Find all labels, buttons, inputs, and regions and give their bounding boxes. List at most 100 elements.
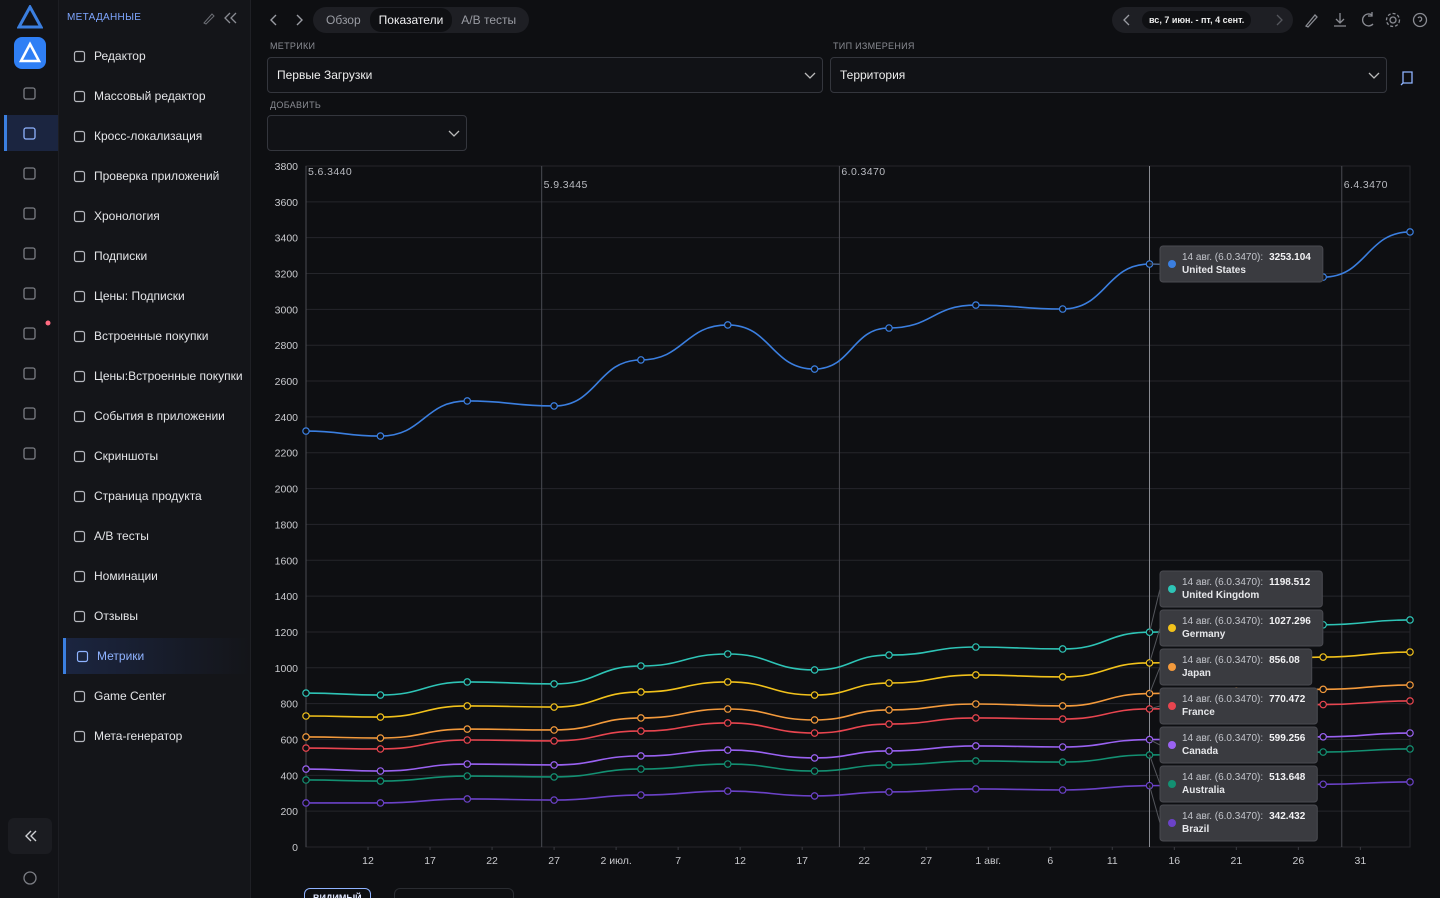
notification-dot bbox=[45, 320, 51, 326]
x-tick-label: 22 bbox=[858, 855, 870, 867]
sidebar-item[interactable]: Кросс-локализация bbox=[63, 118, 249, 154]
data-point bbox=[302, 776, 310, 784]
sidebar-item-label: A/B тесты bbox=[94, 529, 149, 543]
sidebar-item[interactable]: Проверка приложений bbox=[63, 158, 249, 194]
data-point bbox=[1319, 273, 1327, 281]
tooltip-connector bbox=[1149, 739, 1161, 746]
app-icon[interactable] bbox=[14, 37, 46, 69]
data-point bbox=[376, 432, 385, 440]
item-icon-shape bbox=[73, 410, 86, 422]
sidebar-item[interactable]: Цены: Подписки bbox=[63, 278, 249, 314]
data-point bbox=[302, 427, 310, 435]
user-icon bbox=[23, 871, 37, 885]
rail-icon bbox=[23, 247, 36, 260]
tab[interactable]: Обзор bbox=[326, 13, 361, 27]
date-range[interactable]: вс, 7 июн. - пт, 4 сент. bbox=[1112, 7, 1293, 33]
data-point bbox=[1145, 751, 1154, 759]
tooltip-date: 14 авг. (6.0.3470): bbox=[1182, 694, 1263, 705]
item-icon-shape bbox=[73, 210, 86, 222]
sidebar-item[interactable]: Скриншоты bbox=[63, 438, 249, 474]
sidebar-item[interactable]: A/B тесты bbox=[63, 518, 249, 554]
y-tick-label: 2600 bbox=[275, 376, 299, 388]
collapse-bg bbox=[8, 818, 52, 854]
sidebar-item[interactable]: Цены:Встроенные покупки bbox=[63, 358, 249, 394]
sidebar-item-label: Встроенные покупки bbox=[94, 329, 209, 343]
data-point bbox=[1058, 743, 1067, 751]
tab[interactable]: Показатели bbox=[369, 8, 453, 32]
y-tick-label: 1000 bbox=[275, 663, 299, 675]
tooltip bbox=[1159, 804, 1318, 842]
item-icon bbox=[73, 370, 86, 382]
rail-icon bbox=[23, 167, 36, 180]
rail-active[interactable] bbox=[4, 115, 58, 151]
item-icon bbox=[73, 290, 86, 302]
y-tick-label: 3200 bbox=[275, 269, 299, 281]
item-icon bbox=[73, 210, 86, 222]
x-tick-label: 26 bbox=[1293, 855, 1305, 867]
version-label: 6.4.3470 bbox=[1344, 179, 1388, 191]
sidebar-item[interactable]: Редактор bbox=[63, 38, 249, 74]
series-line bbox=[305, 619, 1411, 696]
sidebar-item[interactable]: Номинации bbox=[63, 558, 249, 594]
sidebar-item[interactable]: Встроенные покупки bbox=[63, 318, 249, 354]
x-tick-label: 16 bbox=[1168, 855, 1180, 867]
data-point bbox=[1145, 781, 1154, 790]
data-point bbox=[302, 733, 310, 741]
data-point bbox=[972, 700, 980, 708]
item-icon-shape bbox=[73, 490, 86, 502]
sidebar-item[interactable]: Game Center bbox=[63, 678, 249, 714]
sidebar-item[interactable]: Метрики bbox=[63, 638, 249, 674]
data-point bbox=[723, 678, 732, 686]
y-tick-label: 400 bbox=[280, 770, 298, 782]
add-select[interactable] bbox=[267, 115, 467, 151]
data-point bbox=[463, 725, 472, 733]
bookmark[interactable] bbox=[1400, 70, 1416, 86]
data-point bbox=[1145, 705, 1154, 713]
nav-arrows[interactable] bbox=[266, 11, 310, 29]
data-point bbox=[637, 688, 645, 696]
data-point bbox=[810, 365, 819, 373]
tooltip-value: 342.432 bbox=[1269, 811, 1306, 822]
sidebar: МЕТАДАННЫЕ Редактор Массовый редактор Крос… bbox=[59, 0, 251, 898]
visible-toggle[interactable]: ВИДИМЫЙ bbox=[304, 888, 371, 898]
data-point bbox=[550, 796, 558, 804]
sidebar-item-label: Метрики bbox=[97, 649, 145, 663]
sidebar-item[interactable]: Подписки bbox=[63, 238, 249, 274]
data-point bbox=[885, 788, 893, 796]
tooltip-name: France bbox=[1182, 707, 1215, 718]
sidebar-tools[interactable] bbox=[202, 11, 242, 25]
tooltip bbox=[1159, 648, 1313, 686]
sidebar-item[interactable]: Хронология bbox=[63, 198, 249, 234]
data-point bbox=[550, 773, 558, 781]
tooltip bbox=[1159, 687, 1318, 725]
sidebar-item[interactable]: Мета-генератор bbox=[63, 718, 249, 754]
data-point bbox=[1232, 687, 1241, 695]
sidebar-item[interactable]: Отзывы bbox=[63, 598, 249, 634]
tooltip-name: Japan bbox=[1182, 668, 1211, 679]
x-tick-label: 17 bbox=[796, 855, 808, 867]
dimension-select[interactable]: Территория bbox=[830, 57, 1387, 93]
series-line bbox=[305, 700, 1411, 750]
sidebar-item[interactable]: События в приложении bbox=[63, 398, 249, 434]
sidebar-item[interactable]: Страница продукта bbox=[63, 478, 249, 514]
data-point bbox=[972, 643, 980, 651]
y-tick-label: 800 bbox=[280, 699, 298, 711]
tab[interactable]: A/B тесты bbox=[461, 13, 517, 27]
dimension-value: Территория bbox=[840, 68, 906, 82]
data-point bbox=[1145, 689, 1154, 698]
data-point bbox=[1232, 266, 1241, 274]
item-icon-shape bbox=[73, 690, 86, 702]
add-filter[interactable] bbox=[394, 888, 514, 898]
tooltip bbox=[1159, 726, 1318, 764]
sidebar-item[interactable]: Массовый редактор bbox=[63, 78, 249, 114]
data-point bbox=[1232, 750, 1241, 758]
data-point bbox=[637, 714, 645, 722]
rail-icons bbox=[8, 87, 52, 885]
data-point bbox=[376, 745, 385, 753]
tooltip bbox=[1159, 609, 1324, 647]
data-point bbox=[972, 671, 980, 679]
metric-select[interactable]: Первые Загрузки bbox=[267, 57, 823, 93]
item-icon bbox=[73, 170, 86, 182]
toolbar-icons[interactable] bbox=[1302, 10, 1430, 30]
series-line bbox=[305, 684, 1411, 739]
